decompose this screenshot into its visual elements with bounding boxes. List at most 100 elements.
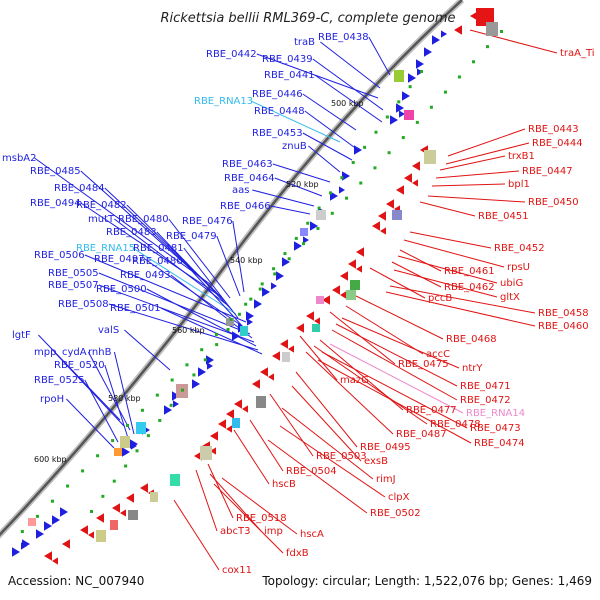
gene-block	[346, 290, 356, 300]
tick-mark	[90, 510, 93, 513]
tick-mark	[374, 130, 378, 134]
gene-arrow-icon	[173, 400, 179, 408]
leader-line	[355, 295, 444, 340]
tick-mark	[359, 181, 363, 185]
gene-label: cox11	[222, 565, 252, 576]
gene-label: RBE_0475	[398, 359, 449, 370]
gene-label: traA_Ti	[560, 48, 595, 59]
gene-label: RBE_0450	[528, 197, 579, 208]
gene-arrow-icon	[296, 323, 304, 333]
gene-arrow-icon	[314, 317, 320, 325]
tick-mark	[373, 166, 377, 170]
gene-label: RBE_RNA13	[194, 96, 253, 107]
gene-label: RBE_0463	[222, 159, 273, 170]
kbp-tick-label: 500 kbp	[331, 99, 364, 108]
gene-label: RBE_0480	[118, 214, 169, 225]
leader-line	[269, 393, 314, 457]
gene-label: clpX	[388, 492, 410, 503]
gene-label: fdxB	[286, 548, 309, 559]
gene-arrow-icon	[354, 145, 362, 155]
gene-label: trxB1	[508, 151, 535, 162]
gene-label: accC	[426, 349, 450, 360]
gene-block	[114, 448, 122, 456]
gene-arrow-icon	[303, 236, 309, 244]
leader-line	[304, 110, 359, 151]
gene-label: RBE_0441	[264, 70, 315, 81]
tick-mark	[345, 196, 349, 200]
leader-line	[182, 260, 245, 329]
tick-mark	[126, 423, 130, 427]
tick-mark	[111, 439, 115, 443]
leader-line	[308, 145, 341, 173]
leader-line	[173, 499, 220, 571]
leader-line	[435, 170, 520, 179]
tick-mark	[140, 408, 144, 412]
tick-mark	[155, 393, 159, 397]
gene-label: ntrY	[462, 363, 483, 374]
gene-block	[312, 324, 320, 332]
gene-arrow-icon	[339, 186, 345, 194]
gene-arrow-icon	[272, 351, 280, 361]
gene-label: RBE_0485	[30, 166, 81, 177]
leader-line	[427, 195, 526, 203]
gene-arrow-icon	[226, 409, 234, 419]
gene-arrow-icon	[288, 345, 294, 353]
leader-line	[270, 205, 311, 215]
gene-block	[316, 210, 326, 220]
tick-mark	[385, 115, 389, 119]
gene-arrow-icon	[254, 299, 262, 309]
leader-line	[409, 231, 492, 249]
leader-line	[34, 157, 211, 285]
gene-arrow-icon	[396, 185, 404, 195]
gene-label: rnhB	[88, 347, 112, 358]
gene-arrow-icon	[207, 362, 213, 370]
tick-mark	[170, 378, 174, 382]
tick-mark	[101, 494, 105, 498]
gene-label: aas	[232, 185, 249, 196]
gene-arrow-icon	[294, 241, 302, 251]
leader-line	[213, 483, 284, 554]
gene-block	[96, 530, 106, 542]
gene-label: RBE_RNA14	[466, 408, 525, 419]
leader-line	[132, 247, 237, 315]
tick-mark	[192, 373, 196, 377]
gene-arrow-icon	[62, 539, 70, 549]
leader-line	[447, 128, 526, 157]
gene-arrow-icon	[234, 399, 242, 409]
tick-mark	[50, 499, 54, 503]
leader-line	[126, 204, 225, 301]
gene-block	[394, 70, 404, 82]
backbone-arc	[0, 0, 463, 537]
gene-arrow-icon	[36, 529, 44, 539]
leader-line	[385, 291, 536, 327]
gene-label: bpl1	[508, 179, 530, 190]
gene-label: RBE_0482	[76, 200, 127, 211]
gene-arrow-icon	[232, 331, 240, 341]
gene-label: RBE_0525	[34, 375, 85, 386]
tick-mark	[294, 236, 298, 240]
gene-arrow-icon	[402, 91, 410, 101]
gene-label: RBE_0520	[54, 360, 105, 371]
gene-label: RBE_0507	[48, 280, 99, 291]
gene-label: RBE_0448	[254, 106, 305, 117]
gene-label: RBE_0466	[220, 201, 271, 212]
leader-line	[272, 163, 331, 183]
leader-line	[274, 177, 323, 197]
tick-mark	[124, 464, 128, 468]
gene-arrow-icon	[348, 259, 356, 269]
gene-block	[476, 8, 494, 26]
tick-mark	[397, 100, 401, 104]
gene-label: RBE_0518	[236, 513, 287, 524]
leader-line	[312, 58, 384, 111]
tick-mark	[20, 530, 24, 533]
gene-label: RBE_0508	[58, 299, 109, 310]
gene-arrow-icon	[246, 311, 254, 321]
gene-arrow-icon	[164, 405, 172, 415]
leader-line	[313, 345, 428, 425]
leader-line	[38, 334, 121, 421]
tick-mark	[457, 75, 461, 79]
leader-line	[393, 269, 498, 298]
tick-mark	[146, 434, 150, 438]
leader-line	[98, 284, 255, 343]
